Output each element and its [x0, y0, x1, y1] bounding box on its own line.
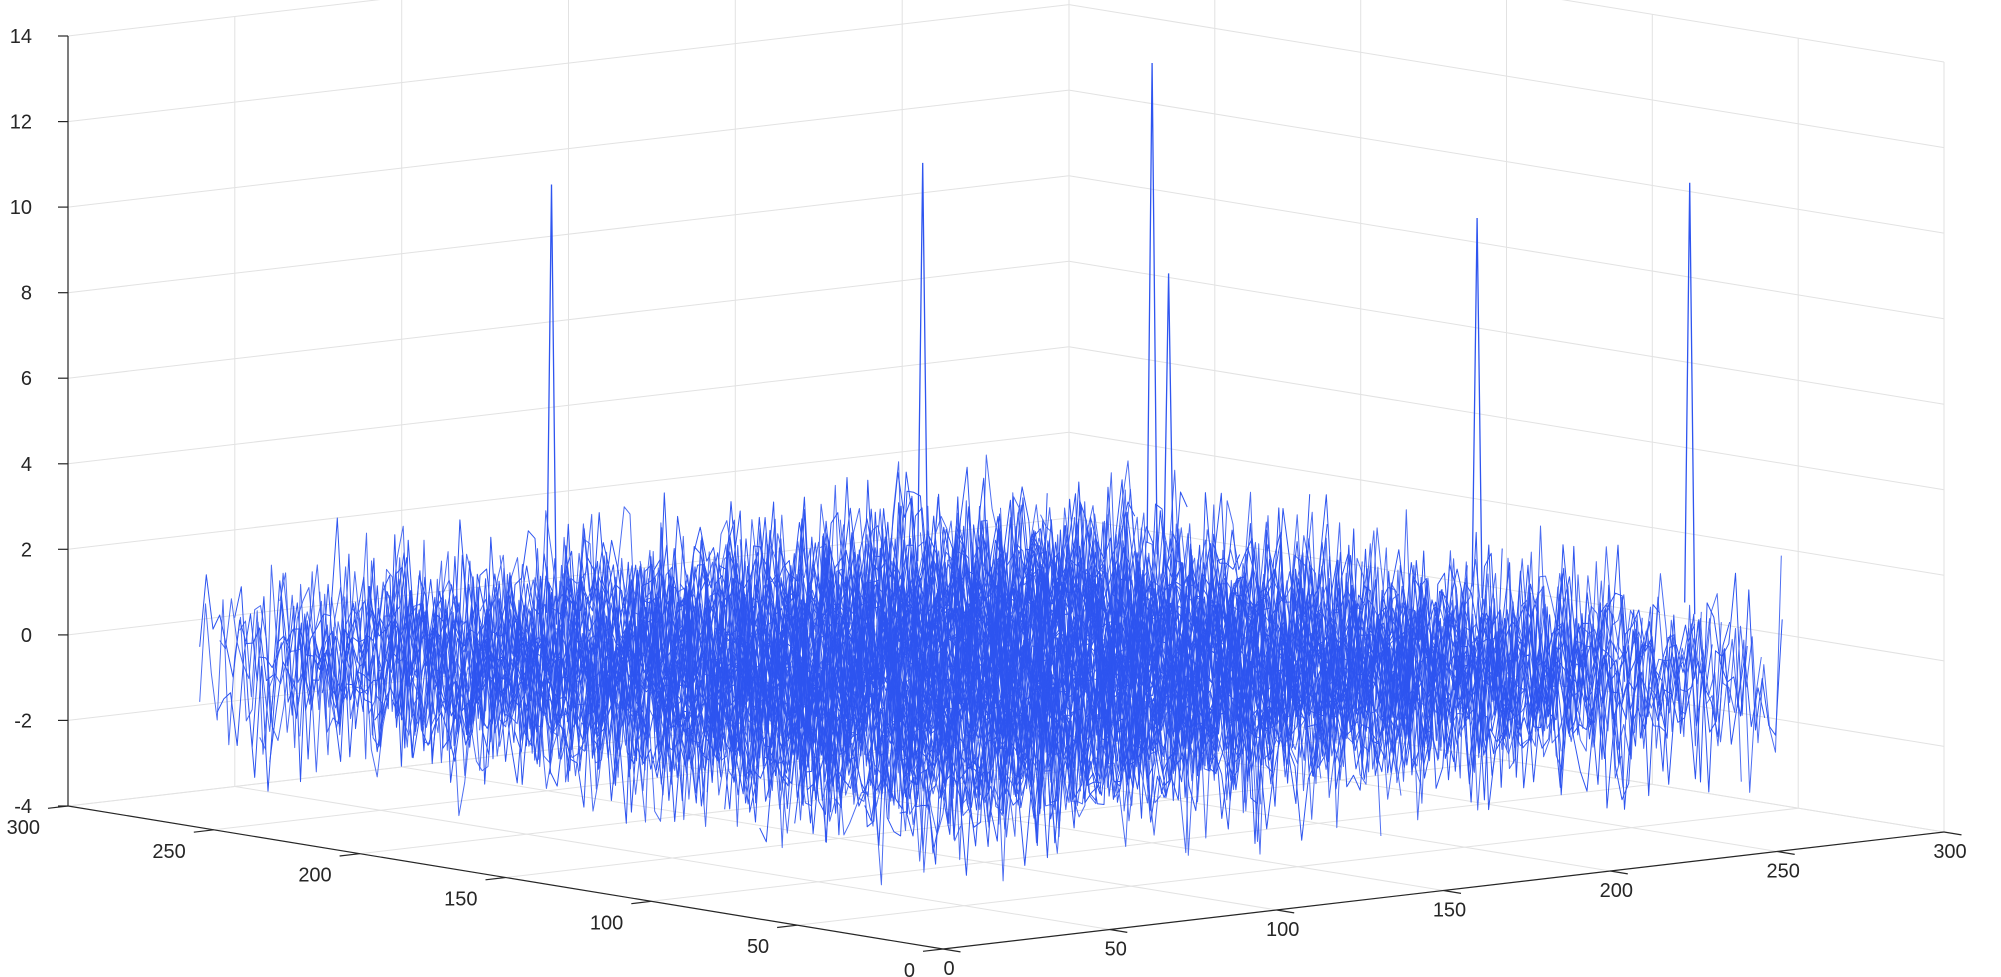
mesh-surface: [199, 454, 1783, 886]
spike-peaks: [545, 62, 1696, 625]
z-tick-label: 12: [10, 112, 32, 134]
z-tick-label: -2: [14, 710, 32, 732]
y-tick-label: 50: [747, 936, 769, 958]
mesh-column-line: [919, 488, 1662, 770]
x-tick-label: 50: [1105, 939, 1127, 961]
y-tick-label: 150: [444, 889, 477, 911]
mesh-column-line: [839, 461, 1582, 762]
mesh-column-line: [599, 538, 1342, 820]
y-tick-label: 200: [298, 865, 331, 887]
spike-peak: [1162, 273, 1175, 586]
x-tick: [942, 948, 961, 953]
z-tick-label: 4: [21, 454, 32, 476]
spike-peak: [1471, 217, 1483, 599]
z-tick-label: 14: [10, 26, 32, 48]
x-tick: [1276, 909, 1295, 914]
z-tick-label: 6: [21, 368, 32, 390]
gridline-z: [1561, 0, 1945, 63]
z-tick-label: 8: [21, 283, 32, 305]
spike-peak: [1684, 182, 1696, 615]
spike-peak: [545, 184, 558, 625]
z-tick-label: 10: [10, 197, 32, 219]
mesh-column-line: [259, 557, 1002, 861]
y-tick: [631, 900, 652, 905]
spike-peak: [917, 162, 929, 574]
spike-peak: [1146, 62, 1158, 555]
z-tick-label: 0: [21, 625, 32, 647]
mesh-column-line: [859, 505, 1602, 780]
y-tick-label: 100: [590, 912, 623, 934]
gridline-y: [797, 807, 1799, 926]
x-tick-label: 0: [943, 958, 954, 977]
mesh-column-line: [319, 532, 1062, 816]
x-tick: [1943, 831, 1962, 836]
y-tick-label: 300: [7, 817, 40, 839]
mesh-column-line: [1000, 472, 1742, 782]
mesh-column-line: [359, 539, 1102, 844]
y-tick-label: 250: [152, 841, 185, 863]
tick-labels: 050100150200250300050100150200250300-4-2…: [7, 26, 1967, 977]
x-tick-label: 300: [1933, 841, 1966, 863]
x-tick: [1443, 889, 1462, 894]
x-tick: [1109, 928, 1128, 933]
y-tick: [339, 853, 360, 857]
z-tick-label: -4: [14, 796, 32, 818]
x-tick-label: 150: [1433, 900, 1466, 922]
z-tick-label: 2: [21, 539, 32, 561]
x-tick-label: 250: [1767, 861, 1800, 883]
x-tick: [1777, 850, 1795, 855]
mesh-column-line: [479, 552, 1222, 854]
mesh-column-line: [939, 516, 1682, 788]
gridline-y: [651, 783, 1653, 902]
y-tick: [922, 948, 944, 952]
y-tick-label: 0: [904, 960, 915, 977]
mesh-column-line: [299, 564, 1042, 873]
x-tick: [1610, 870, 1628, 875]
y-tick: [193, 829, 214, 833]
x-tick-label: 100: [1266, 919, 1299, 941]
mesh-column-line: [1020, 501, 1762, 793]
x-tick-label: 200: [1600, 880, 1633, 902]
y-tick: [485, 876, 506, 881]
axes-frame: [47, 35, 1962, 953]
y-tick: [777, 924, 798, 929]
